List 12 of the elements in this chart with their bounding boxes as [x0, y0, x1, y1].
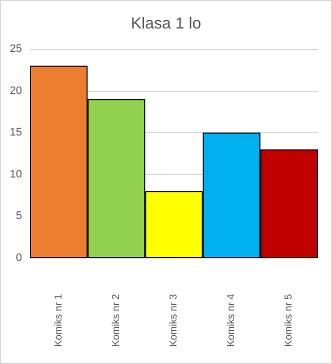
x-tick-label: Komiks nr 3 — [168, 294, 180, 347]
y-tick-label: 25 — [10, 43, 22, 55]
y-tick-label: 20 — [10, 84, 22, 97]
x-tick-label: Komiks nr 1 — [53, 294, 64, 347]
x-tick-label: Komiks nr 5 — [284, 294, 295, 347]
y-tick-label: 10 — [10, 168, 22, 180]
y-tick-label: 0 — [16, 252, 22, 264]
chart-title: Klasa 1 lo — [130, 16, 202, 32]
y-tick-label: 15 — [10, 126, 22, 139]
x-tick-label: Komiks nr 2 — [110, 294, 122, 347]
x-tick-label: Komiks nr 4 — [226, 294, 238, 347]
y-tick-label: 5 — [16, 210, 22, 222]
